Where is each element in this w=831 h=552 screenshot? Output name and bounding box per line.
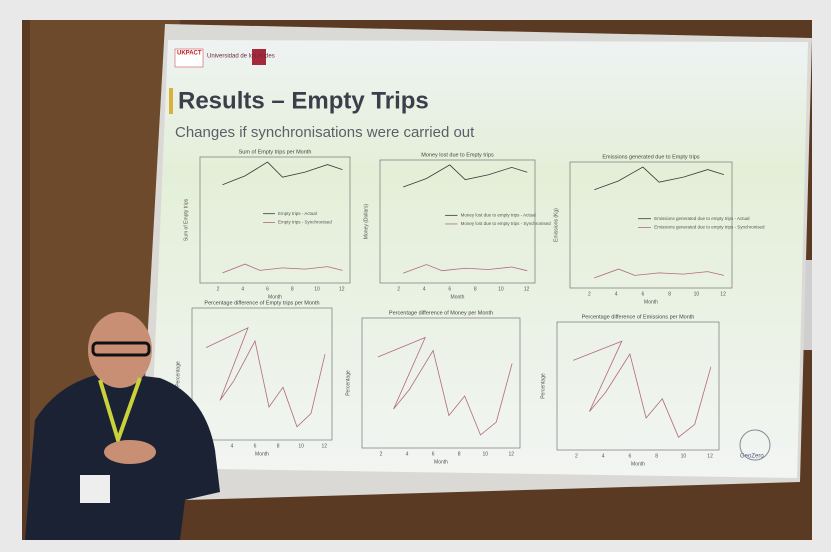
x-axis-label: Month [434, 459, 448, 465]
y-axis-label: Money (Dollars) [363, 204, 369, 240]
x-tick-label: 12 [707, 453, 713, 459]
logo: Universidad de los Andes [207, 54, 275, 60]
legend-entry: Emissions generated due to empty trips -… [654, 225, 765, 230]
x-tick-label: 6 [629, 453, 632, 459]
x-tick-label: 4 [602, 453, 605, 459]
x-axis-label: Month [255, 451, 269, 457]
x-tick-label: 4 [231, 443, 234, 449]
legend-entry: Empty trips - Synchronised [278, 220, 332, 225]
x-tick-label: 8 [277, 443, 280, 449]
x-tick-label: 8 [474, 286, 477, 292]
legend-entry: Emissions generated due to empty trips -… [654, 216, 749, 221]
x-tick-label: 4 [423, 286, 426, 292]
x-tick-label: 8 [668, 291, 671, 297]
x-tick-label: 12 [509, 451, 515, 457]
x-tick-label: 2 [217, 286, 220, 292]
x-tick-label: 12 [524, 286, 530, 292]
x-tick-label: 10 [681, 453, 687, 459]
x-tick-label: 10 [498, 286, 504, 292]
x-tick-label: 12 [322, 443, 328, 449]
x-tick-label: 8 [458, 451, 461, 457]
x-tick-label: 10 [694, 291, 700, 297]
x-tick-label: 4 [406, 451, 409, 457]
legend-entry: Money lost due to empty trips - Actual [461, 213, 536, 218]
y-axis-label: Percentage [175, 361, 181, 387]
x-tick-label: 2 [575, 453, 578, 459]
photo: UKPACT Universidad de los Andes GeoZero … [0, 0, 831, 547]
x-tick-label: 4 [615, 291, 618, 297]
x-tick-label: 12 [720, 291, 726, 297]
x-tick-label: 2 [380, 451, 383, 457]
x-tick-label: 2 [588, 291, 591, 297]
y-axis-label: Percentage [540, 373, 546, 399]
legend-entry: Empty trips - Actual [278, 211, 317, 216]
x-tick-label: 6 [266, 286, 269, 292]
legend-entry: Money lost due to empty trips - Synchron… [461, 221, 552, 226]
x-tick-label: 10 [314, 286, 320, 292]
x-tick-label: 2 [397, 286, 400, 292]
x-axis-label: Month [268, 294, 282, 300]
chart-title: Percentage difference of Empty trips per… [204, 300, 319, 306]
x-tick-label: 8 [291, 286, 294, 292]
chart-title: Money lost due to Empty trips [421, 152, 494, 158]
x-axis-label: Month [631, 461, 645, 467]
x-tick-label: 4 [241, 286, 244, 292]
x-tick-label: 10 [298, 443, 304, 449]
chart-title: Sum of Empty trips per Month [239, 149, 312, 155]
x-tick-label: 12 [339, 286, 345, 292]
page: UKPACT Universidad de los Andes GeoZero … [0, 0, 831, 547]
logo: UKPACT [177, 51, 202, 57]
slide-subtitle: Changes if synchronisations were carried… [175, 124, 475, 141]
x-tick-label: 6 [254, 443, 257, 449]
chart-title: Emissions generated due to Empty trips [602, 154, 699, 160]
x-axis-label: Month [644, 299, 658, 305]
y-axis-label: Sum of Empty trips [183, 198, 189, 241]
x-tick-label: 6 [448, 286, 451, 292]
y-axis-label: Percentage [345, 370, 351, 396]
y-axis-label: Emissions (Kg) [553, 208, 559, 242]
chart-title: Percentage difference of Emissions per M… [582, 314, 695, 320]
x-tick-label: 6 [432, 451, 435, 457]
title-bar [169, 88, 173, 114]
x-tick-label: 8 [655, 453, 658, 459]
chart-title: Percentage difference of Money per Month [389, 310, 493, 316]
x-axis-label: Month [451, 294, 465, 300]
slide-title: Results – Empty Trips [178, 87, 429, 114]
x-tick-label: 6 [642, 291, 645, 297]
x-tick-label: 10 [482, 451, 488, 457]
